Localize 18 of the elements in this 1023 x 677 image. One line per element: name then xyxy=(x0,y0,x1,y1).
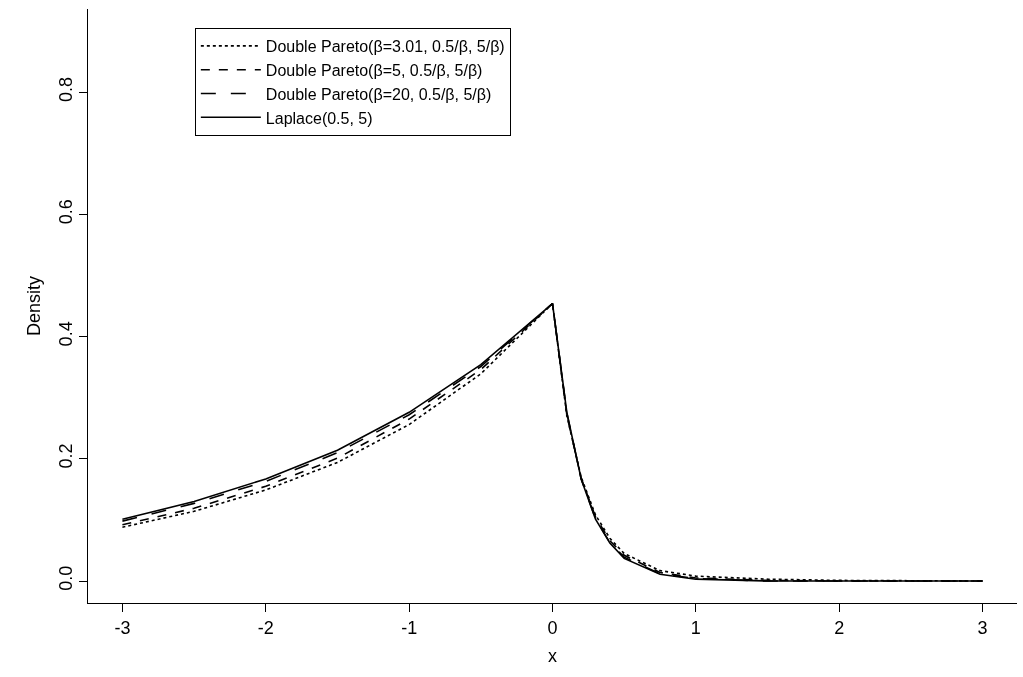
legend-label: Double Pareto(β=3.01, 0.5/β, 5/β) xyxy=(265,38,505,56)
y-tick-label: 0.8 xyxy=(55,76,76,102)
legend-label: Double Pareto(β=20, 0.5/β, 5/β) xyxy=(265,85,492,103)
y-axis-title: Density xyxy=(24,275,44,337)
x-tick-label: 2 xyxy=(834,617,845,638)
x-tick-label: -1 xyxy=(401,617,418,638)
x-tick-label: -2 xyxy=(257,617,274,638)
y-tick-label: 0.6 xyxy=(55,199,76,225)
x-axis-title: x xyxy=(548,645,557,666)
y-tick-label: 0.2 xyxy=(55,443,76,469)
x-tick-label: 1 xyxy=(690,617,701,638)
y-tick-label: 0.4 xyxy=(55,321,76,347)
x-tick-label: 3 xyxy=(977,617,988,638)
x-tick-label: -3 xyxy=(114,617,131,638)
legend-label: Laplace(0.5, 5) xyxy=(265,109,373,127)
legend-label: Double Pareto(β=5, 0.5/β, 5/β) xyxy=(265,61,483,79)
y-tick-label: 0.0 xyxy=(55,565,76,591)
x-tick-label: 0 xyxy=(547,617,558,638)
